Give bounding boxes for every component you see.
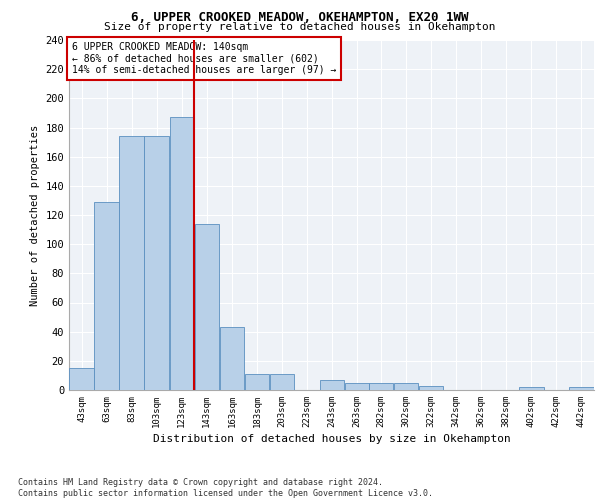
Bar bbox=[94, 202, 119, 390]
Bar bbox=[70, 368, 94, 390]
Bar bbox=[270, 374, 294, 390]
Text: 6 UPPER CROOKED MEADOW: 140sqm
← 86% of detached houses are smaller (602)
14% of: 6 UPPER CROOKED MEADOW: 140sqm ← 86% of … bbox=[71, 42, 336, 75]
Bar bbox=[569, 387, 593, 390]
Bar bbox=[519, 387, 544, 390]
Bar bbox=[194, 224, 219, 390]
Bar bbox=[345, 382, 370, 390]
Text: 6, UPPER CROOKED MEADOW, OKEHAMPTON, EX20 1WW: 6, UPPER CROOKED MEADOW, OKEHAMPTON, EX2… bbox=[131, 11, 469, 24]
Y-axis label: Number of detached properties: Number of detached properties bbox=[30, 124, 40, 306]
Bar bbox=[119, 136, 144, 390]
Text: Contains HM Land Registry data © Crown copyright and database right 2024.
Contai: Contains HM Land Registry data © Crown c… bbox=[18, 478, 433, 498]
Bar bbox=[170, 118, 194, 390]
Text: Size of property relative to detached houses in Okehampton: Size of property relative to detached ho… bbox=[104, 22, 496, 32]
Bar bbox=[220, 328, 244, 390]
Bar bbox=[419, 386, 443, 390]
Bar bbox=[394, 382, 418, 390]
Bar bbox=[245, 374, 269, 390]
Bar bbox=[369, 382, 393, 390]
Bar bbox=[320, 380, 344, 390]
X-axis label: Distribution of detached houses by size in Okehampton: Distribution of detached houses by size … bbox=[152, 434, 511, 444]
Bar bbox=[145, 136, 169, 390]
